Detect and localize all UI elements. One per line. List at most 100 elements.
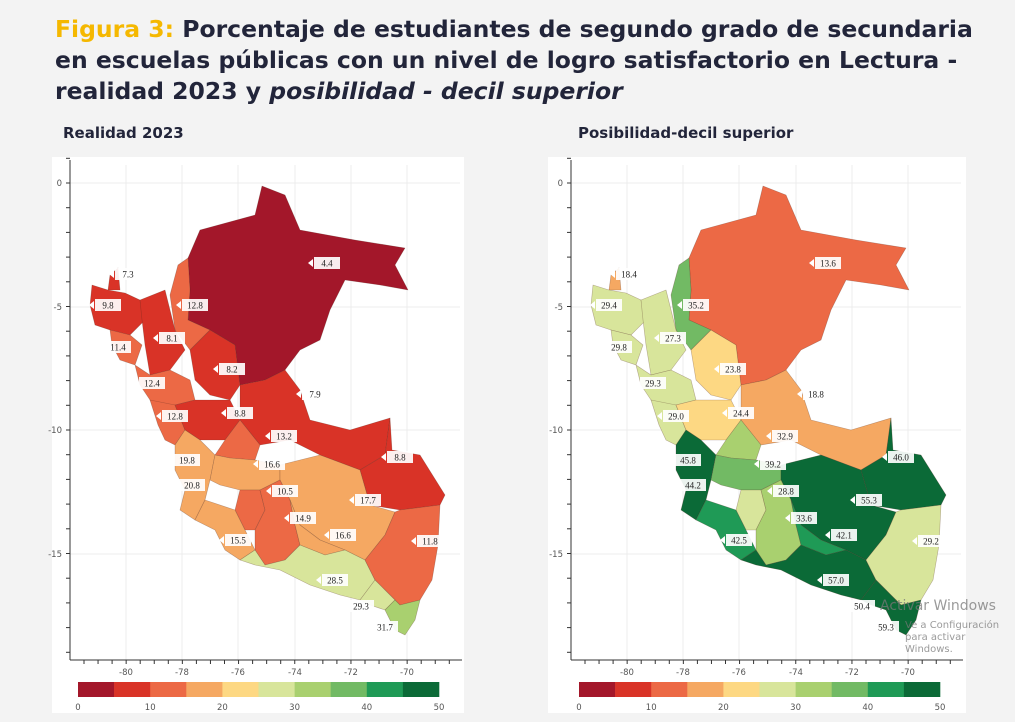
colorbar-swatch xyxy=(78,682,115,697)
value-label-pointer xyxy=(133,379,138,387)
value-label-pointer xyxy=(654,334,659,342)
value-label: 4.4 xyxy=(308,257,340,269)
figure-title-italic: posibilidad - decil superior xyxy=(269,77,623,105)
colorbar-tick-label: 10 xyxy=(646,703,657,713)
x-tick-label: -76 xyxy=(732,668,746,678)
value-label-box xyxy=(606,341,632,353)
colorbar-tick-label: 30 xyxy=(790,703,801,713)
value-label: 28.8 xyxy=(767,485,799,497)
figure-label: Figura 3: xyxy=(55,15,175,43)
value-label: 46.0 xyxy=(882,451,914,463)
value-label-text: 9.8 xyxy=(102,301,114,311)
value-label-pointer xyxy=(657,412,662,420)
region[interactable] xyxy=(690,329,742,401)
region[interactable] xyxy=(239,369,391,471)
value-label-text: 16.6 xyxy=(335,531,351,541)
value-label-pointer xyxy=(610,270,615,278)
value-label-box xyxy=(772,430,798,442)
value-label-pointer xyxy=(213,365,218,373)
value-label: 11.8 xyxy=(411,535,443,547)
value-label-pointer xyxy=(173,481,178,489)
value-label-text: 28.8 xyxy=(778,487,794,497)
colorbar-swatch xyxy=(903,682,941,697)
value-label-text: 7.3 xyxy=(122,270,134,280)
value-label-text: 32.9 xyxy=(777,432,793,442)
value-label-text: 8.2 xyxy=(226,365,237,375)
map-title-posibilidad: Posibilidad-decil superior xyxy=(578,124,794,142)
y-tick-label: -5 xyxy=(54,303,62,313)
value-label-pointer xyxy=(221,409,226,417)
value-label-pointer xyxy=(674,481,679,489)
value-label: 12.4 xyxy=(133,377,165,389)
region[interactable] xyxy=(740,369,892,471)
value-label-box xyxy=(773,485,799,497)
value-label-pointer xyxy=(825,531,830,539)
value-label-text: 13.6 xyxy=(820,259,836,269)
value-label-box xyxy=(815,257,841,269)
value-label-box xyxy=(660,332,686,344)
value-label-text: 8.8 xyxy=(234,409,246,419)
value-label-text: 23.8 xyxy=(725,365,741,375)
value-label-pointer xyxy=(766,432,771,440)
value-label-text: 42.5 xyxy=(731,536,747,546)
value-label-pointer xyxy=(381,453,386,461)
value-label: 8.8 xyxy=(381,451,413,463)
value-label-box xyxy=(314,257,340,269)
value-label-pointer xyxy=(843,602,848,610)
colorbar-tick-label: 40 xyxy=(862,703,873,713)
value-label-text: 16.6 xyxy=(264,460,280,470)
value-label-pointer xyxy=(219,536,224,544)
value-label: 29.4 xyxy=(590,299,622,311)
value-label-box xyxy=(675,454,701,466)
value-label-pointer xyxy=(797,390,802,398)
value-label: 32.9 xyxy=(766,430,798,442)
value-label-pointer xyxy=(296,390,301,398)
value-label-box xyxy=(791,512,817,524)
region[interactable] xyxy=(174,399,241,441)
value-label-pointer xyxy=(366,623,371,631)
value-label-pointer xyxy=(265,432,270,440)
value-label-text: 59.3 xyxy=(878,623,894,633)
colorbar-swatch xyxy=(579,682,616,697)
value-label-pointer xyxy=(809,259,814,267)
value-label-box xyxy=(873,621,899,633)
value-label-text: 46.0 xyxy=(893,453,909,463)
map-title-realidad: Realidad 2023 xyxy=(63,124,184,142)
value-label-box xyxy=(849,600,875,612)
colorbar-tick-label: 20 xyxy=(718,703,729,713)
colorbar-tick-label: 0 xyxy=(576,703,581,713)
region[interactable] xyxy=(675,399,742,441)
value-label-text: 35.2 xyxy=(688,301,704,311)
x-tick-label: -80 xyxy=(620,668,634,678)
value-label-box xyxy=(225,534,251,546)
value-label-pointer xyxy=(634,379,639,387)
value-label-box xyxy=(640,377,666,389)
region[interactable] xyxy=(688,185,910,386)
value-label-box xyxy=(330,529,356,541)
value-label-pointer xyxy=(168,456,173,464)
value-label: 50.4 xyxy=(843,600,875,612)
colorbar-tick-label: 20 xyxy=(217,703,228,713)
value-label-pointer xyxy=(153,334,158,342)
value-label-text: 29.3 xyxy=(353,602,369,612)
value-label-text: 29.4 xyxy=(601,301,617,311)
value-label-pointer xyxy=(89,301,94,309)
value-label: 55.3 xyxy=(850,494,882,506)
value-label-box xyxy=(720,363,746,375)
colorbar-tick-label: 50 xyxy=(434,703,445,713)
value-label-pointer xyxy=(720,536,725,544)
value-label: 29.8 xyxy=(600,341,632,353)
colorbar-swatch xyxy=(366,682,404,697)
value-label-box xyxy=(159,332,185,344)
colorbar-tick-label: 40 xyxy=(361,703,372,713)
y-tick-label: -15 xyxy=(48,550,62,560)
value-label: 12.8 xyxy=(176,299,208,311)
value-label-text: 11.8 xyxy=(422,537,438,547)
region[interactable] xyxy=(187,185,409,386)
region[interactable] xyxy=(189,329,241,401)
colorbar-swatch xyxy=(402,682,440,697)
colorbar-swatch xyxy=(222,682,259,697)
x-tick-label: -70 xyxy=(400,668,414,678)
value-label-pointer xyxy=(714,365,719,373)
